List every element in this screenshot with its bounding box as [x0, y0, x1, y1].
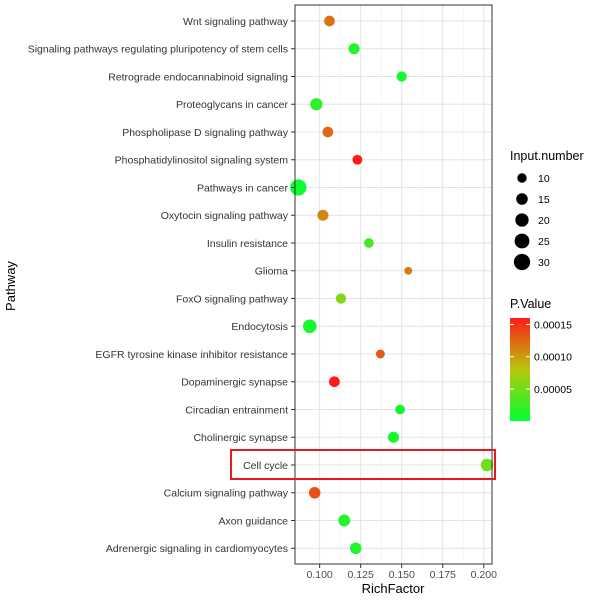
- size-legend-label: 20: [538, 215, 550, 227]
- data-points: [290, 15, 494, 555]
- category-label: Cholinergic synapse: [193, 432, 288, 444]
- x-tick-label: 0.125: [348, 569, 374, 581]
- category-label: EGFR tyrosine kinase inhibitor resistanc…: [95, 349, 288, 361]
- highlight-box: [230, 449, 496, 480]
- color-legend-bar: [510, 318, 530, 421]
- data-point: [363, 238, 374, 248]
- size-legend-title: Input.number: [510, 149, 584, 163]
- category-label: Endocytosis: [231, 321, 288, 333]
- category-label: Calcium signaling pathway: [164, 488, 289, 500]
- category-label: Adrenergic signaling in cardiomyocytes: [106, 543, 288, 555]
- panel-background: [295, 5, 492, 564]
- data-point: [348, 43, 360, 55]
- color-legend-label: 0.00005: [534, 384, 572, 396]
- color-legend-label: 0.00010: [534, 352, 572, 364]
- size-legend: Input.number 10 15 20 25 30: [510, 149, 584, 271]
- data-point: [329, 376, 340, 388]
- size-legend-label: 15: [538, 194, 550, 206]
- category-label: FoxO signaling pathway: [176, 293, 289, 305]
- data-point: [310, 98, 323, 111]
- data-point: [375, 349, 385, 359]
- category-label: Proteoglycans in cancer: [176, 99, 289, 111]
- category-label: Phosphatidylinositol signaling system: [115, 155, 289, 167]
- size-legend-key: [516, 193, 528, 205]
- data-point: [349, 542, 362, 555]
- highlight-rect: [230, 449, 496, 480]
- category-label: Oxytocin signaling pathway: [161, 210, 289, 222]
- data-point: [322, 126, 334, 138]
- category-label: Glioma: [255, 266, 288, 278]
- category-label: Signaling pathways regulating pluripoten…: [28, 44, 288, 56]
- x-tick-label: 0.100: [306, 569, 332, 581]
- data-point: [324, 15, 335, 27]
- data-point: [317, 209, 329, 221]
- size-legend-label: 25: [538, 236, 550, 248]
- data-point: [396, 71, 407, 82]
- color-legend-label: 0.00015: [534, 319, 572, 331]
- category-label: Cell cycle: [243, 460, 288, 472]
- data-point: [290, 179, 307, 196]
- size-legend-key: [515, 213, 529, 227]
- category-label: Pathways in cancer: [197, 182, 289, 194]
- data-point: [302, 319, 317, 334]
- color-legend-title: P.Value: [510, 297, 551, 311]
- data-point: [308, 486, 321, 499]
- size-legend-label: 30: [538, 257, 550, 269]
- plot-panel: [295, 5, 492, 564]
- category-label: Wnt signaling pathway: [183, 16, 289, 28]
- y-axis-title: Pathway: [3, 261, 18, 311]
- panel-border: [294, 4, 493, 565]
- data-point: [338, 514, 351, 527]
- x-tick-label: 0.150: [389, 569, 415, 581]
- category-label: Insulin resistance: [207, 238, 288, 250]
- x-tick-label: 0.175: [430, 569, 456, 581]
- data-point: [395, 404, 405, 415]
- color-legend: P.Value 0.00015 0.00010 0.00005: [510, 297, 572, 421]
- data-point: [387, 431, 400, 443]
- x-axis-ticks: 0.100 0.125 0.150 0.175 0.200: [291, 4, 497, 581]
- data-point: [335, 293, 347, 304]
- category-label: Phospholipase D signaling pathway: [122, 127, 289, 139]
- category-label: Axon guidance: [219, 515, 289, 527]
- category-labels: Wnt signaling pathway Signaling pathways …: [28, 16, 289, 555]
- size-legend-key: [517, 173, 527, 183]
- size-legend-label: 10: [538, 173, 550, 185]
- data-point: [404, 266, 413, 275]
- x-tick-label: 0.200: [471, 569, 497, 581]
- size-legend-key: [514, 233, 530, 249]
- data-point: [352, 154, 363, 165]
- data-point: [480, 458, 494, 472]
- size-legend-key: [513, 253, 531, 271]
- category-label: Retrograde endocannabinoid signaling: [108, 71, 288, 83]
- category-label: Dopaminergic synapse: [181, 377, 288, 389]
- category-label: Circadian entrainment: [185, 404, 288, 416]
- x-axis-title: RichFactor: [362, 581, 426, 596]
